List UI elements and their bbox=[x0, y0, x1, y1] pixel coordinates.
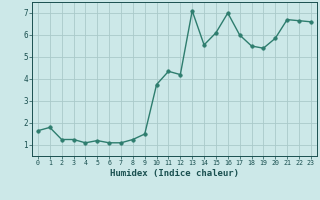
X-axis label: Humidex (Indice chaleur): Humidex (Indice chaleur) bbox=[110, 169, 239, 178]
